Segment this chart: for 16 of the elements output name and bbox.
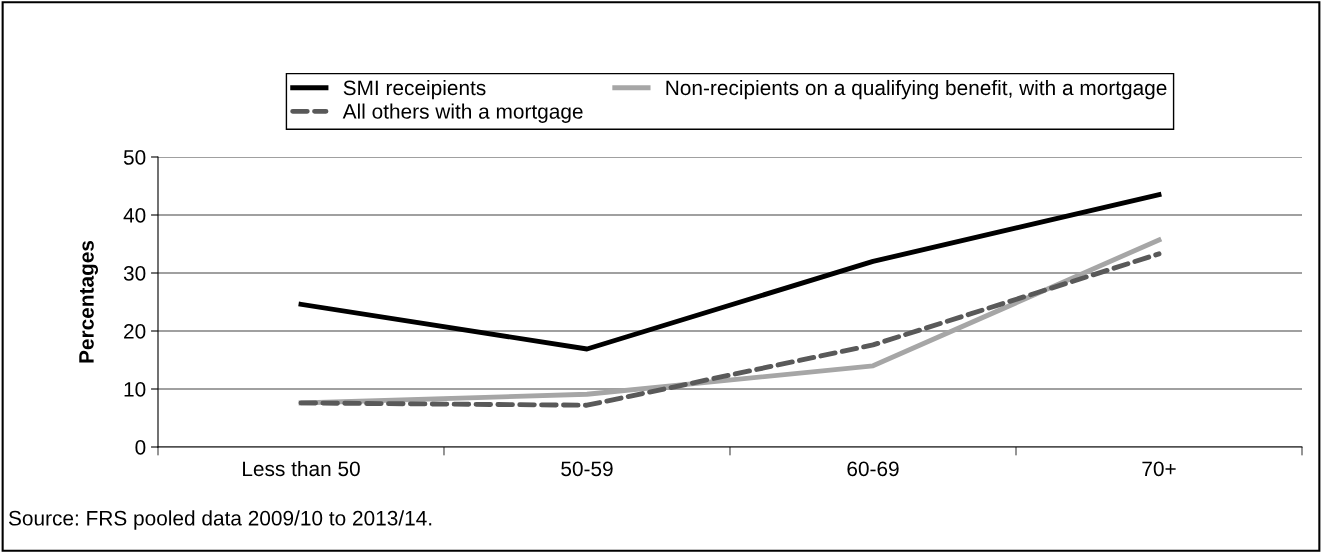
- y-tick-label: 30: [123, 266, 146, 281]
- x-tick-label: 60-69: [847, 461, 899, 477]
- y-tick-label: 10: [124, 382, 146, 397]
- legend-label: All others with a mortgage: [342, 103, 583, 123]
- y-tick-label: 40: [123, 208, 146, 223]
- legend-label: Non-recipients on a qualifying benefit, with a mortgage: [666, 79, 1167, 100]
- line-series: [298, 192, 1162, 352]
- source-note: Source: FRS pooled data 2009/10 to 2013/14.: [8, 510, 432, 530]
- y-tick-label: 20: [124, 324, 146, 339]
- x-tick-label: Less than 50: [243, 460, 360, 477]
- x-tick-label: 50-59: [561, 461, 613, 477]
- y-tick-label: 0: [135, 440, 146, 455]
- legend-label: SMI receipients: [343, 79, 486, 100]
- y-tick-label: 50: [123, 150, 146, 165]
- y-axis-title: Percentages: [79, 240, 99, 363]
- x-tick-label: 70+: [1142, 461, 1176, 477]
